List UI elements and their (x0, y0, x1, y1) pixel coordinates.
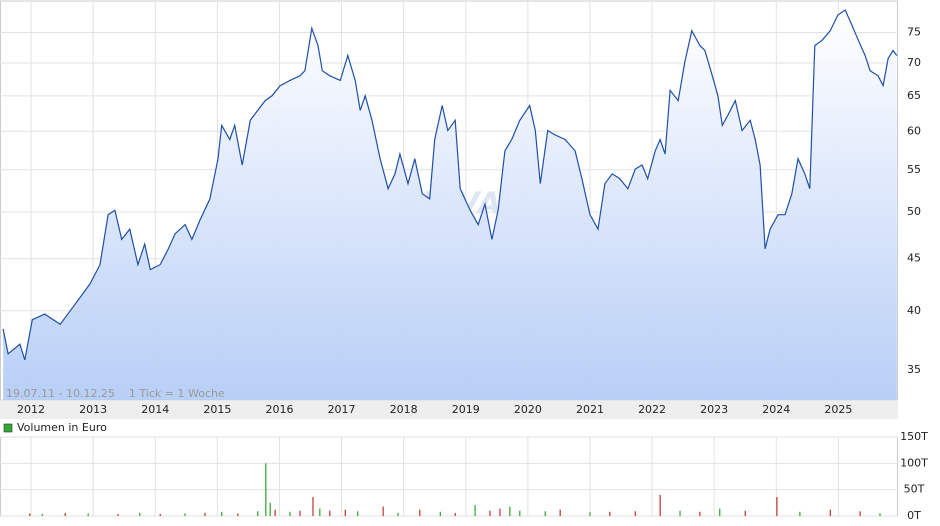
x-tick-label: 2021 (576, 403, 604, 416)
x-tick-label: 2018 (390, 403, 418, 416)
volume-bar (744, 510, 746, 516)
volume-bar (659, 494, 661, 516)
volume-bar (519, 510, 521, 516)
legend-label: Volumen in Euro (17, 421, 107, 434)
volume-bar (159, 513, 161, 516)
y-tick-label: 35 (907, 363, 921, 376)
y-tick-label: 150T (900, 430, 928, 443)
volume-bar (719, 508, 721, 516)
volume-bar (499, 508, 501, 516)
volume-bar (204, 512, 206, 516)
volume-bar (679, 510, 681, 516)
x-tick-label: 2014 (141, 403, 169, 416)
volume-bar (117, 513, 119, 516)
volume-bar (344, 509, 346, 516)
volume-bar (859, 511, 861, 516)
volume-bar (64, 512, 66, 516)
volume-bar (265, 463, 267, 516)
volume-bar (439, 511, 441, 516)
volume-bar (382, 506, 384, 516)
volume-bar (419, 509, 421, 516)
y-tick-label: 50 (907, 205, 921, 218)
volume-bar (559, 509, 561, 516)
volume-bar (509, 506, 511, 516)
x-tick-label: 2024 (762, 403, 790, 416)
volume-bar (329, 510, 331, 516)
y-tick-label: 40 (907, 304, 921, 317)
x-axis-band (0, 401, 898, 419)
y-tick-label: 0T (907, 509, 921, 522)
y-tick-label: 75 (907, 25, 921, 38)
volume-bar (589, 512, 591, 516)
price-line (2, 9, 898, 361)
volume-bar (312, 497, 314, 516)
volume-bar (269, 502, 271, 516)
volume-bar (829, 509, 831, 516)
volume-bar (29, 513, 31, 516)
area (3, 10, 897, 400)
volume-bar (184, 513, 186, 516)
volume-bar (799, 511, 801, 516)
x-tick-label: 2023 (700, 403, 728, 416)
x-tick-label: 2016 (265, 403, 293, 416)
volume-bar (489, 510, 491, 516)
volume-bar (699, 511, 701, 516)
y-tick-label: 65 (907, 89, 921, 102)
volume-bar (41, 513, 43, 516)
y-tick-label: 55 (907, 163, 921, 176)
legend-swatch (3, 423, 13, 433)
volume-bar (299, 510, 301, 516)
volume-bar (879, 513, 881, 516)
y-tick-label: 45 (907, 252, 921, 265)
volume-bar (397, 512, 399, 516)
date-range-note: 19.07.11 - 10.12.25 1 Tick = 1 Woche (6, 387, 225, 400)
volume-bar (776, 497, 778, 516)
y-tick-label: 60 (907, 124, 921, 137)
y-tick-label: 100T (900, 456, 928, 469)
volume-bar (139, 512, 141, 516)
x-tick-label: 2015 (203, 403, 231, 416)
volume-bar (274, 509, 276, 516)
volume-bar (319, 508, 321, 516)
volume-bar (237, 513, 239, 516)
y-tick-label: 50T (904, 483, 925, 496)
x-tick-label: 2019 (452, 403, 480, 416)
x-tick-label: 2017 (328, 403, 356, 416)
volume-bar (221, 511, 223, 516)
volume-bar (634, 511, 636, 516)
x-tick-label: 2020 (514, 403, 542, 416)
volume-bar (474, 504, 476, 516)
volume-bar (289, 511, 291, 516)
volume-bar (609, 511, 611, 516)
volume-bar (454, 512, 456, 516)
volume-bar (357, 511, 359, 516)
plot-border (0, 436, 898, 517)
x-tick-label: 2025 (824, 403, 852, 416)
x-tick-label: 2013 (79, 403, 107, 416)
x-tick-label: 2022 (638, 403, 666, 416)
volume-bar (257, 511, 259, 516)
volume-bar (87, 513, 89, 516)
volume-bar (544, 511, 546, 516)
y-tick-label: 70 (907, 56, 921, 69)
x-tick-label: 2012 (17, 403, 45, 416)
